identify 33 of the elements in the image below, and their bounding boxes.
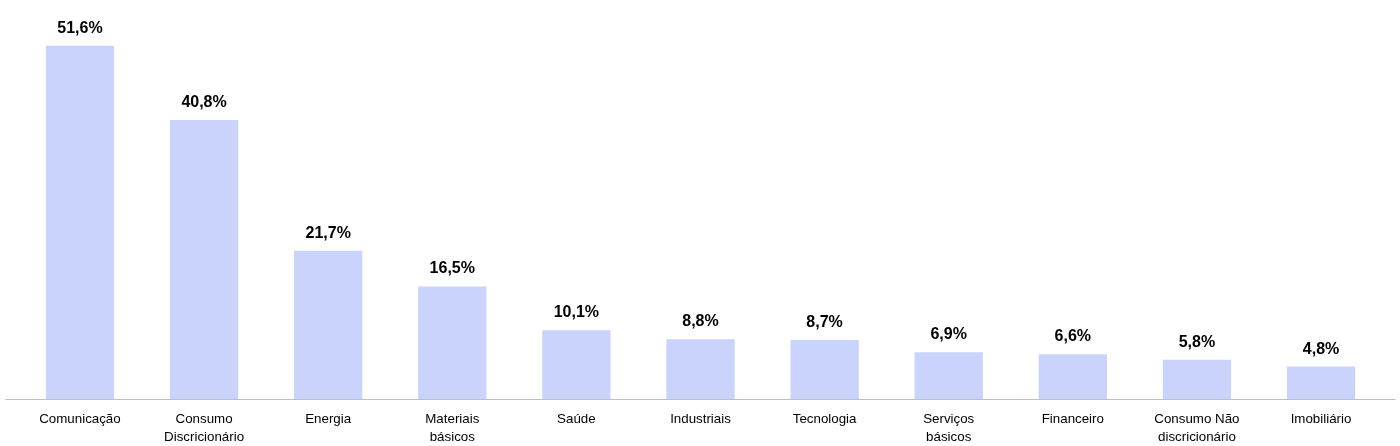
x-tick-label: Industriais: [670, 410, 732, 426]
bar: [666, 339, 735, 400]
bar: [418, 286, 487, 400]
bar: [294, 250, 363, 400]
x-tick-label: Consumo Não discricionário: [1154, 410, 1240, 444]
data-label: 16,5%: [429, 259, 475, 277]
data-label: 8,7%: [806, 312, 843, 330]
x-tick-label: Comunicação: [39, 410, 121, 426]
x-tick-label: Materiais básicos: [425, 410, 480, 444]
bar: [1162, 359, 1232, 400]
bar: [790, 339, 859, 400]
x-tick-label: Tecnologia: [792, 410, 858, 426]
x-tick-label: Financeiro: [1041, 410, 1104, 426]
bar: [45, 45, 115, 400]
bar: [1286, 366, 1356, 400]
x-tick-label: Energia: [305, 410, 352, 426]
data-label: 51,6%: [57, 18, 103, 36]
data-label: 5,8%: [1178, 332, 1216, 350]
data-label: 6,9%: [930, 325, 967, 343]
data-label: 40,8%: [181, 92, 227, 110]
data-label: 21,7%: [305, 223, 351, 241]
x-tick-label: Imobiliário: [1290, 410, 1352, 426]
bar: [914, 352, 983, 400]
x-tick-label: Serviços básicos: [923, 410, 975, 444]
x-tick-label: Saúde: [557, 410, 596, 426]
data-label: 10,1%: [553, 303, 600, 321]
bar: [169, 119, 239, 400]
bar: [542, 330, 611, 400]
bar: [1038, 354, 1107, 400]
x-tick-label: Consumo Discricionário: [164, 410, 245, 444]
data-label: 8,8%: [682, 312, 719, 330]
data-label: 6,6%: [1054, 327, 1092, 345]
data-label: 4,8%: [1302, 339, 1340, 357]
